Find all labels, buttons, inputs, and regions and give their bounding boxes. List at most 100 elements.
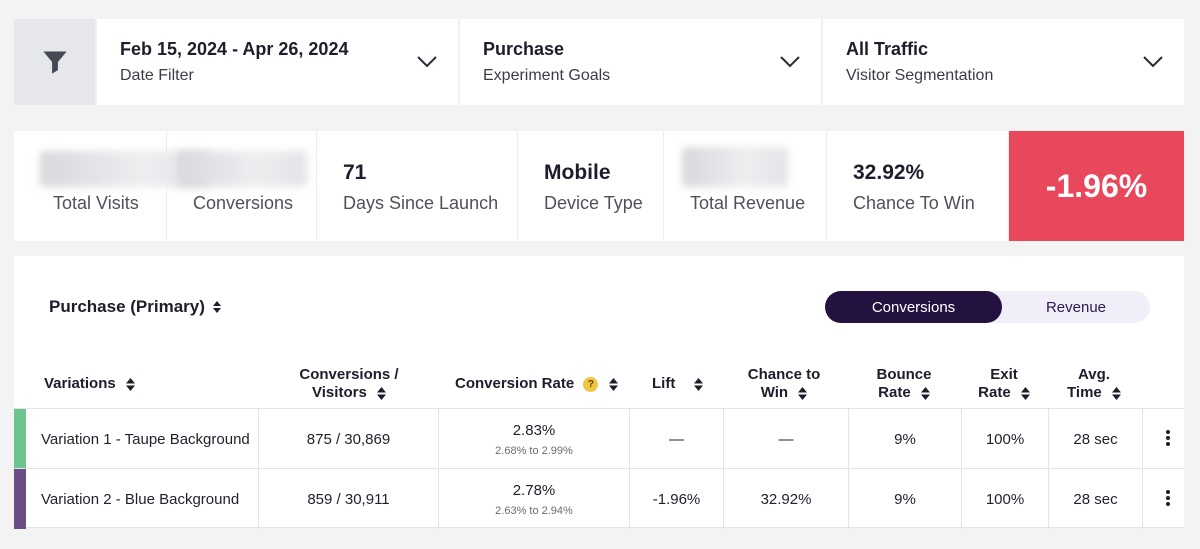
conversions-visitors-cell: 875 / 30,869 (259, 409, 439, 469)
lift-cell: -1.96% (630, 469, 724, 529)
chevron-down-icon (417, 56, 437, 68)
bounce-cell: 9% (849, 469, 962, 529)
avg-time-cell: 28 sec (1049, 409, 1143, 469)
stat-chance-to-win: 32.92% Chance To Win (827, 131, 1009, 241)
conversion-rate-value: 2.78% (512, 481, 556, 499)
conversions-visitors-value: 859 / 30,911 (307, 490, 390, 508)
conversion-rate-range: 2.68% to 2.99% (495, 444, 573, 457)
col-exit-rate[interactable]: Exit Rate (969, 366, 1039, 402)
exit-cell: 100% (962, 469, 1049, 529)
more-options-icon[interactable] (1166, 490, 1170, 506)
date-filter-dropdown[interactable]: Feb 15, 2024 - Apr 26, 2024 Date Filter (95, 19, 458, 105)
lift-cell: — (630, 409, 724, 469)
stat-label: Total Visits (53, 193, 139, 213)
table-header: Variations Conversions / Visitors Conver… (14, 364, 1184, 408)
col-conversions-visitors[interactable]: Conversions / Visitors (289, 366, 409, 402)
avg-time-value: 28 sec (1073, 490, 1118, 508)
stat-total-revenue: Total Revenue (664, 131, 827, 241)
date-filter-label: Date Filter (120, 67, 194, 84)
stat-value: 32.92% (853, 161, 925, 184)
table-row[interactable]: Variation 2 - Blue Background 859 / 30,9… (14, 468, 1184, 529)
redacted-value (682, 147, 788, 187)
segment-filter-dropdown[interactable]: All Traffic Visitor Segmentation (821, 19, 1184, 105)
stat-days-since-launch: 71 Days Since Launch (317, 131, 518, 241)
col-variations[interactable]: Variations (44, 375, 135, 393)
variation-name-text: Variation 1 - Taupe Background (41, 430, 250, 448)
date-filter-value: Feb 15, 2024 - Apr 26, 2024 (120, 39, 349, 59)
col-label: Chance to (747, 366, 821, 383)
stat-label: Total Revenue (690, 193, 806, 213)
toggle-revenue[interactable]: Revenue (1045, 298, 1107, 316)
chance-cell: — (724, 409, 849, 469)
stat-label: Days Since Launch (343, 193, 499, 213)
variation-name: Variation 1 - Taupe Background (26, 409, 259, 469)
sort-arrows-icon (125, 377, 135, 391)
bounce-cell: 9% (849, 409, 962, 469)
sort-arrows-icon (920, 386, 930, 400)
variation-name-text: Variation 2 - Blue Background (41, 490, 240, 508)
col-label: Lift (652, 375, 676, 392)
col-label: Win (760, 384, 789, 401)
bounce-value: 9% (894, 490, 916, 508)
chevron-down-icon (1143, 56, 1163, 68)
variation-color-indicator (14, 469, 26, 529)
stat-value: 71 (343, 161, 367, 184)
col-label: Visitors (312, 384, 367, 401)
chance-cell: 32.92% (724, 469, 849, 529)
stat-conversions: Conversions (167, 131, 317, 241)
exit-cell: 100% (962, 409, 1049, 469)
sort-arrows-icon (693, 377, 703, 391)
filter-button[interactable] (14, 19, 95, 105)
filter-bar: Feb 15, 2024 - Apr 26, 2024 Date Filter … (14, 19, 1184, 105)
col-lift[interactable]: Lift (652, 375, 703, 393)
goal-filter-dropdown[interactable]: Purchase Experiment Goals (458, 19, 821, 105)
col-label: Exit (990, 366, 1018, 383)
col-bounce-rate[interactable]: Bounce Rate (864, 366, 944, 402)
col-label: Conversions / (299, 366, 399, 383)
col-chance-to-win[interactable]: Chance to Win (734, 366, 834, 402)
segment-filter-value: All Traffic (846, 39, 929, 59)
bounce-value: 9% (894, 430, 916, 448)
goal-filter-value: Purchase (483, 39, 565, 59)
goal-selector[interactable]: Purchase (Primary) (49, 297, 221, 317)
results-card: Purchase (Primary) Conversions Revenue V… (14, 256, 1184, 529)
lift-summary: -1.96% (1009, 131, 1184, 241)
col-label: Time (1067, 384, 1102, 401)
sort-arrows-icon (798, 386, 808, 400)
conversions-visitors-cell: 859 / 30,911 (259, 469, 439, 529)
help-icon[interactable]: ? (583, 376, 599, 392)
more-options-icon[interactable] (1166, 430, 1170, 446)
toggle-conversions[interactable]: Conversions (825, 291, 1002, 323)
funnel-icon (42, 51, 67, 74)
col-avg-time[interactable]: Avg. Time (1059, 366, 1129, 402)
chance-value: 32.92% (760, 490, 812, 508)
chevron-down-icon (780, 56, 800, 68)
exit-value: 100% (985, 490, 1025, 508)
col-label: Rate (878, 384, 911, 401)
stat-label: Chance To Win (853, 193, 975, 213)
goal-filter-label: Experiment Goals (483, 67, 611, 84)
conversion-rate-cell: 2.83% 2.68% to 2.99% (439, 409, 630, 469)
conversions-visitors-value: 875 / 30,869 (306, 430, 391, 448)
col-label: Conversion Rate (455, 375, 575, 392)
lift-value: — (669, 430, 684, 448)
exit-value: 100% (985, 430, 1025, 448)
redacted-value (177, 151, 307, 187)
sort-arrows-icon (1020, 386, 1030, 400)
avg-time-cell: 28 sec (1049, 469, 1143, 529)
goal-selector-label: Purchase (Primary) (49, 297, 205, 316)
stat-device-type: Mobile Device Type (518, 131, 664, 241)
avg-time-value: 28 sec (1073, 430, 1118, 448)
stat-label: Device Type (544, 193, 643, 213)
conversion-rate-cell: 2.78% 2.63% to 2.94% (439, 469, 630, 529)
chance-value: — (778, 430, 794, 448)
col-label: Avg. (1078, 366, 1110, 383)
stat-value: Mobile (544, 161, 611, 184)
lift-value: -1.96% (1045, 167, 1148, 204)
table-row[interactable]: Variation 1 - Taupe Background 875 / 30,… (14, 408, 1184, 469)
sort-arrows-icon (608, 377, 618, 391)
col-conversion-rate[interactable]: Conversion Rate ? (455, 375, 618, 393)
col-label: Bounce (876, 366, 932, 383)
col-label: Variations (44, 375, 116, 392)
stats-bar: Total Visits Conversions 71 Days Since L… (14, 131, 1184, 241)
